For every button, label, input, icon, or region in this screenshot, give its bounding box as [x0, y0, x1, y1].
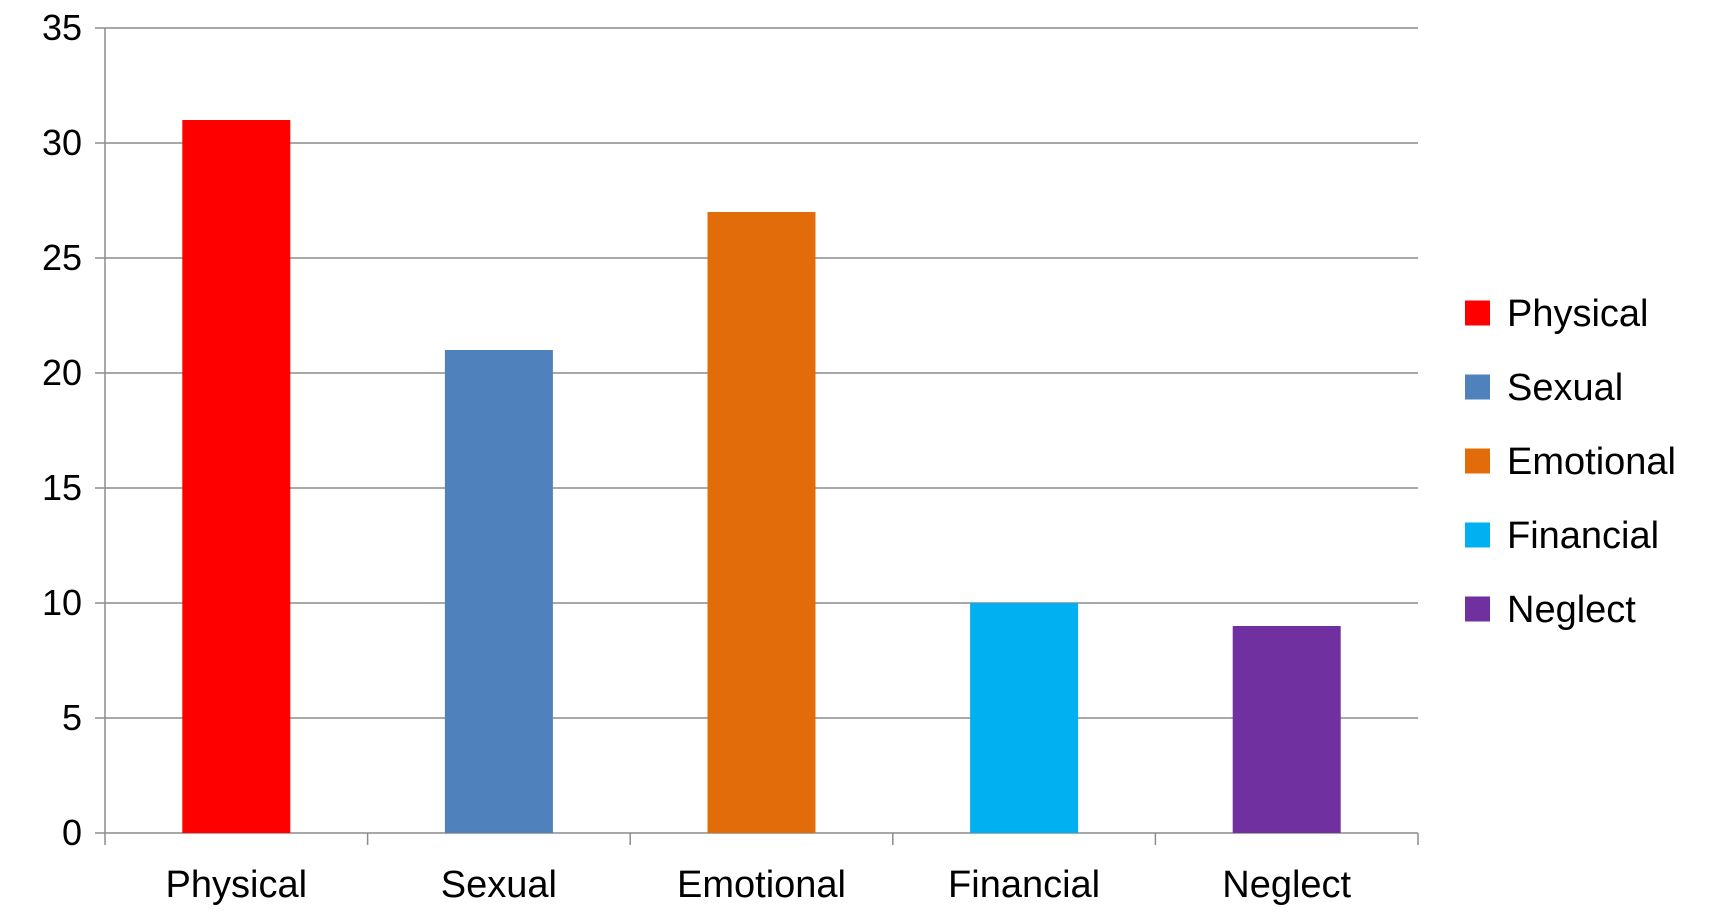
legend-item-sexual: Sexual	[1465, 367, 1623, 409]
y-tick-label: 35	[42, 7, 82, 48]
x-tick-label: Sexual	[441, 864, 557, 906]
bars	[182, 120, 1341, 833]
x-tick-label: Neglect	[1222, 864, 1351, 906]
legend-item-physical: Physical	[1465, 293, 1649, 335]
y-tick-labels: 0 5 10 15 20 25 30 35	[42, 7, 82, 853]
legend-label: Physical	[1507, 293, 1649, 335]
legend-item-emotional: Emotional	[1465, 441, 1676, 483]
legend-swatch	[1465, 448, 1490, 474]
bar-financial	[970, 603, 1079, 833]
x-tick-label: Physical	[166, 864, 308, 906]
bar-emotional	[707, 212, 816, 833]
y-tick-label: 30	[42, 122, 82, 163]
y-tick-label: 25	[42, 237, 82, 278]
y-tick-label: 20	[42, 352, 82, 393]
bar-neglect	[1232, 626, 1341, 833]
y-tick-label: 15	[42, 467, 82, 508]
legend-label: Neglect	[1507, 589, 1636, 631]
x-tick-label: Financial	[948, 864, 1100, 906]
x-tick-label: Emotional	[677, 864, 846, 906]
legend-label: Emotional	[1507, 441, 1676, 483]
bar-sexual	[444, 350, 553, 833]
legend: Physical Sexual Emotional Financial Neglect	[1465, 293, 1676, 631]
y-tick-label: 10	[42, 582, 82, 623]
legend-item-financial: Financial	[1465, 515, 1659, 557]
legend-swatch	[1465, 300, 1490, 326]
legend-item-neglect: Neglect	[1465, 589, 1636, 631]
legend-swatch	[1465, 522, 1490, 548]
y-tick-label: 5	[62, 697, 82, 738]
legend-label: Financial	[1507, 515, 1659, 557]
legend-swatch	[1465, 596, 1490, 622]
bar-physical	[182, 120, 291, 833]
legend-label: Sexual	[1507, 367, 1623, 409]
y-tick-label: 0	[62, 812, 82, 853]
x-tick-labels: Physical Sexual Emotional Financial Neglect	[166, 864, 1352, 906]
legend-swatch	[1465, 374, 1490, 400]
